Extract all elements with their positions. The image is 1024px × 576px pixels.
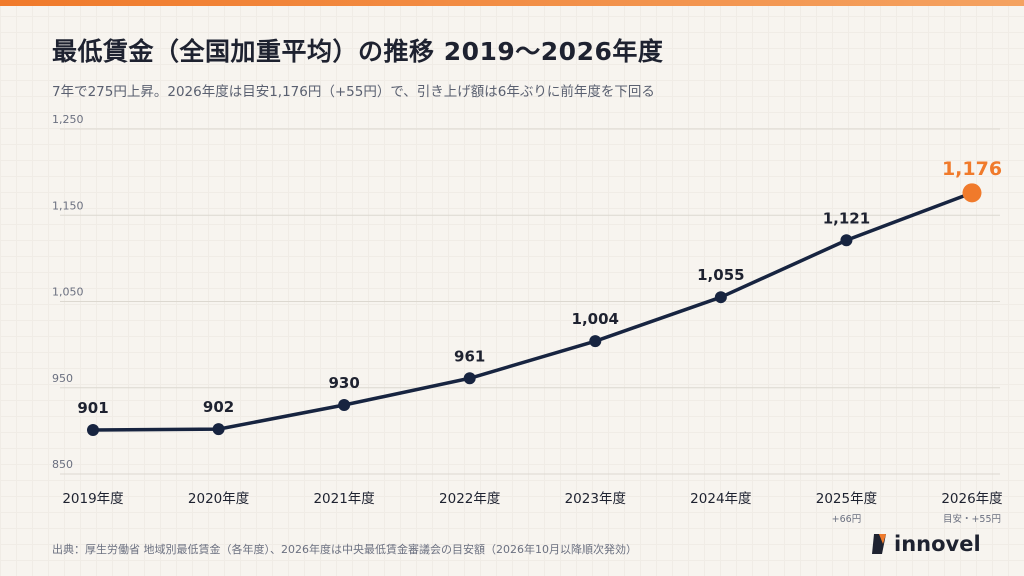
logo-text: innovel: [894, 532, 981, 556]
data-point: [714, 291, 727, 304]
data-label: 1,055: [697, 266, 744, 284]
chart-subtitle: 7年で275円上昇。2026年度は目安1,176円（+55円）で、引き上げ額は6…: [52, 84, 655, 100]
data-point: [212, 423, 225, 436]
accent-bar: [0, 0, 1024, 6]
y-tick-label: 1,250: [52, 113, 84, 126]
data-point: [589, 335, 602, 348]
source-note: 出典：厚生労働省 地域別最低賃金（各年度）、2026年度は中央最低賃金審議会の目…: [52, 543, 637, 556]
x-annotation: 目安・+55円: [943, 513, 1001, 525]
y-tick-label: 850: [52, 458, 73, 471]
data-point: [338, 399, 351, 411]
data-label: 961: [454, 347, 485, 365]
highlight-point: [962, 183, 982, 203]
x-annotation: +66円: [832, 514, 862, 525]
data-label: 1,176: [942, 158, 1002, 180]
data-label: 930: [328, 374, 359, 392]
series-line: [92, 191, 973, 432]
x-tick-label: 2025年度: [816, 491, 877, 507]
y-tick-label: 1,050: [52, 286, 84, 299]
data-label: 901: [77, 399, 108, 417]
y-tick-label: 1,150: [52, 199, 84, 212]
chart-title: 最低賃金（全国加重平均）の推移 2019〜2026年度: [52, 37, 664, 66]
x-tick-label: 2019年度: [62, 491, 123, 507]
x-tick-label: 2020年度: [188, 491, 249, 507]
data-point: [87, 424, 99, 437]
x-tick-label: 2024年度: [690, 491, 751, 507]
x-tick-label: 2023年度: [565, 491, 626, 507]
x-tick-label: 2026年度: [941, 491, 1002, 507]
data-label: 1,004: [572, 310, 619, 328]
innovel-logo: innovel: [872, 530, 981, 558]
logo-mark-icon: [872, 532, 888, 556]
data-label: 902: [203, 398, 234, 416]
y-tick-label: 950: [52, 372, 73, 385]
data-point: [840, 234, 853, 247]
data-point: [463, 372, 476, 385]
x-tick-label: 2021年度: [313, 491, 374, 507]
data-label: 1,121: [823, 209, 870, 227]
x-tick-label: 2022年度: [439, 491, 500, 507]
